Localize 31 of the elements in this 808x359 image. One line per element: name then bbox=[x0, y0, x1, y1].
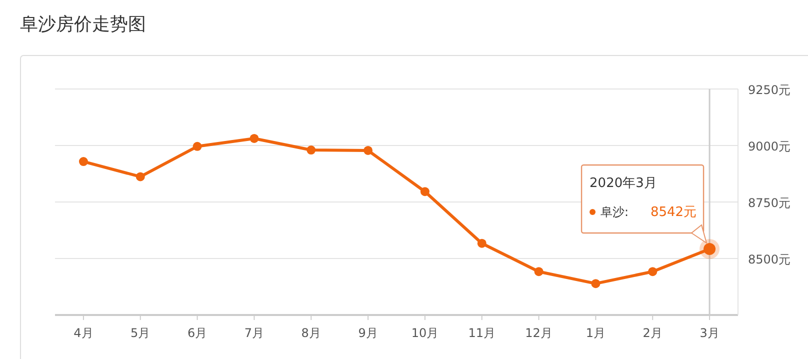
point bbox=[534, 267, 544, 276]
x-tick-label: 11月 bbox=[468, 326, 496, 340]
x-tick-label: 3月 bbox=[700, 326, 720, 340]
x-tick-label: 6月 bbox=[187, 326, 208, 340]
point bbox=[591, 279, 600, 288]
x-tick-label: 10月 bbox=[411, 326, 439, 340]
x-tick-label: 2月 bbox=[642, 326, 662, 340]
y-tick-label: 8750元 bbox=[748, 196, 791, 210]
point bbox=[420, 187, 430, 196]
y-tick-label: 9250元 bbox=[748, 83, 791, 97]
x-tick-label: 4月 bbox=[74, 326, 94, 340]
x-tick-label: 9月 bbox=[358, 326, 378, 340]
point bbox=[136, 172, 145, 182]
point bbox=[648, 267, 658, 276]
point bbox=[250, 134, 259, 143]
x-tick-label: 1月 bbox=[586, 326, 606, 340]
x-tick-label: 12月 bbox=[525, 326, 552, 340]
point bbox=[78, 157, 88, 166]
x-tick-label: 5月 bbox=[130, 326, 150, 340]
point bbox=[477, 238, 486, 248]
annotation: 2020年3月 bbox=[590, 176, 657, 192]
y-tick-label: 8500元 bbox=[748, 252, 791, 266]
point bbox=[192, 142, 202, 151]
x-tick-label: 8月 bbox=[301, 326, 321, 340]
data-label: 8542元 bbox=[650, 205, 697, 220]
y-tick-label: 9000元 bbox=[748, 140, 791, 154]
point bbox=[306, 146, 316, 155]
legend-label: 阜沙: bbox=[600, 205, 629, 220]
chart-title: 阜沙房价走势图 bbox=[20, 14, 146, 35]
point bbox=[364, 146, 373, 155]
x-tick-label: 7月 bbox=[244, 326, 264, 340]
